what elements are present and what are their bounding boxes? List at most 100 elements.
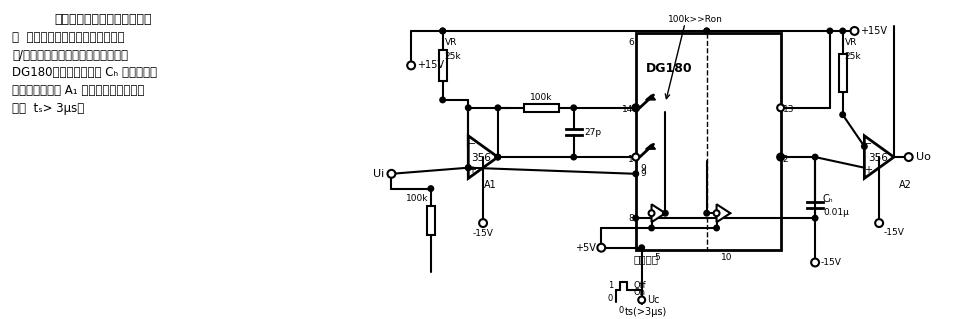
Circle shape <box>495 154 501 160</box>
Circle shape <box>633 105 639 111</box>
Text: A2: A2 <box>899 180 912 190</box>
Text: +15V: +15V <box>860 26 887 36</box>
Bar <box>438 50 447 81</box>
Circle shape <box>466 165 471 170</box>
Circle shape <box>840 112 845 117</box>
Circle shape <box>633 215 639 221</box>
Circle shape <box>440 97 445 103</box>
Text: 100k: 100k <box>406 194 429 203</box>
Text: Uc: Uc <box>648 295 660 305</box>
Text: 14: 14 <box>622 105 634 114</box>
Circle shape <box>662 211 668 216</box>
Circle shape <box>649 225 655 231</box>
Text: −: − <box>468 139 476 149</box>
Text: 13: 13 <box>782 105 794 114</box>
Text: -15V: -15V <box>472 229 494 238</box>
Circle shape <box>905 153 913 161</box>
Polygon shape <box>646 144 656 149</box>
Text: +15V: +15V <box>417 60 444 70</box>
Circle shape <box>704 28 709 34</box>
Circle shape <box>812 215 818 221</box>
Text: DG180: DG180 <box>646 62 693 75</box>
Circle shape <box>777 104 784 111</box>
Circle shape <box>495 154 501 160</box>
Text: On: On <box>634 287 646 297</box>
Text: 100k>>Ron: 100k>>Ron <box>667 15 723 24</box>
Circle shape <box>440 28 445 34</box>
Text: +5V: +5V <box>576 243 596 253</box>
Circle shape <box>407 62 415 69</box>
Text: +: + <box>864 165 873 175</box>
Circle shape <box>714 225 720 231</box>
Text: 356: 356 <box>868 153 887 163</box>
Circle shape <box>704 28 709 34</box>
Circle shape <box>479 219 487 227</box>
Circle shape <box>777 154 784 160</box>
Text: 模拟开关反馈到 A₁ 的反相端。采样脉冲: 模拟开关反馈到 A₁ 的反相端。采样脉冲 <box>12 84 144 97</box>
Polygon shape <box>864 136 894 178</box>
Circle shape <box>632 104 639 111</box>
Polygon shape <box>717 204 730 222</box>
Text: 8: 8 <box>628 214 634 223</box>
Circle shape <box>850 27 858 35</box>
Bar <box>636 33 780 250</box>
Text: 100k: 100k <box>530 93 552 102</box>
Text: -15V: -15V <box>821 258 842 267</box>
Bar <box>427 206 434 235</box>
Circle shape <box>571 105 577 111</box>
Bar <box>839 54 846 92</box>
Text: −: − <box>864 139 873 149</box>
Circle shape <box>876 219 883 227</box>
Text: 0: 0 <box>618 306 623 315</box>
Text: VR: VR <box>445 38 457 47</box>
Circle shape <box>639 245 645 250</box>
Text: -15V: -15V <box>883 228 904 237</box>
Circle shape <box>827 28 833 34</box>
Text: A1: A1 <box>483 180 497 190</box>
Text: 25k: 25k <box>445 52 462 61</box>
Circle shape <box>495 105 501 111</box>
Text: 27p: 27p <box>584 128 602 137</box>
Circle shape <box>429 186 433 191</box>
Text: Off: Off <box>634 281 647 290</box>
Polygon shape <box>652 204 665 222</box>
Circle shape <box>597 244 605 252</box>
Text: 1: 1 <box>608 281 613 290</box>
Text: 0: 0 <box>608 294 613 303</box>
Polygon shape <box>646 95 656 100</box>
Text: +: + <box>468 165 476 175</box>
Circle shape <box>633 171 639 177</box>
Circle shape <box>388 170 395 178</box>
Circle shape <box>812 154 818 160</box>
Text: 5: 5 <box>655 253 660 262</box>
Text: Cₕ: Cₕ <box>823 194 834 204</box>
Text: Ui: Ui <box>373 169 385 179</box>
Text: 9: 9 <box>640 164 646 174</box>
Text: ts(>3μs): ts(>3μs) <box>624 307 667 317</box>
Circle shape <box>840 28 845 34</box>
Text: VR: VR <box>844 38 857 47</box>
Circle shape <box>632 154 639 160</box>
Circle shape <box>466 165 471 170</box>
Text: 采样脉冲: 采样脉冲 <box>633 255 658 264</box>
Circle shape <box>466 105 471 111</box>
Circle shape <box>571 154 577 160</box>
Text: 路  利用运放和模拟开关可以组成采: 路 利用运放和模拟开关可以组成采 <box>12 31 125 44</box>
Text: 采用模拟开关的采样／保持电: 采用模拟开关的采样／保持电 <box>55 13 152 26</box>
Text: 25k: 25k <box>844 52 861 61</box>
Text: 10: 10 <box>721 253 732 262</box>
Bar <box>524 104 559 112</box>
Text: 样/保持电路，模拟开关采用双刀单掷: 样/保持电路，模拟开关采用双刀单掷 <box>12 49 129 62</box>
Text: 356: 356 <box>471 153 492 163</box>
Text: 9: 9 <box>640 169 646 178</box>
Text: 0.01μ: 0.01μ <box>823 208 849 217</box>
Circle shape <box>638 296 645 303</box>
Text: Uo: Uo <box>916 152 930 162</box>
Circle shape <box>862 144 867 149</box>
Circle shape <box>649 210 655 216</box>
Circle shape <box>778 154 783 160</box>
Text: DG180芯片，保持电容 Cₕ 两端电压经: DG180芯片，保持电容 Cₕ 两端电压经 <box>12 66 157 79</box>
Circle shape <box>811 258 819 266</box>
Text: 6: 6 <box>628 38 634 47</box>
Text: 1: 1 <box>628 154 634 164</box>
